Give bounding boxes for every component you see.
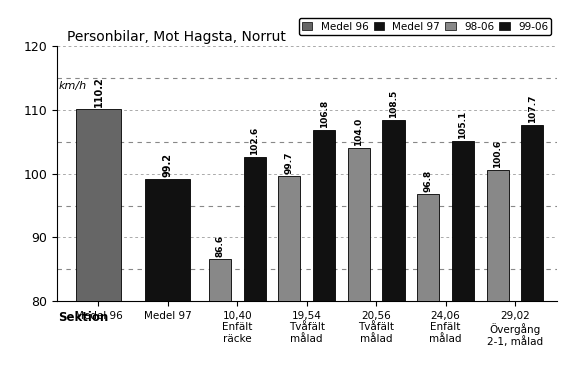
Bar xyxy=(209,259,231,301)
Bar xyxy=(452,141,474,301)
Text: Personbilar, Mot Hagsta, Norrut: Personbilar, Mot Hagsta, Norrut xyxy=(67,30,286,44)
Bar xyxy=(417,194,439,301)
Text: 99.2: 99.2 xyxy=(163,153,173,177)
Bar xyxy=(313,130,335,301)
Text: 100.6: 100.6 xyxy=(493,140,502,168)
Legend: Medel 96, Medel 97, 98-06, 99-06: Medel 96, Medel 97, 98-06, 99-06 xyxy=(299,19,552,35)
Text: 107.7: 107.7 xyxy=(528,94,537,123)
Text: 104.0: 104.0 xyxy=(354,118,364,146)
Bar xyxy=(348,148,370,301)
Bar xyxy=(278,176,300,301)
Text: 96.8: 96.8 xyxy=(424,170,433,192)
Bar xyxy=(382,120,404,301)
Text: km/h: km/h xyxy=(58,81,86,91)
Text: 105.1: 105.1 xyxy=(458,111,467,139)
Bar xyxy=(521,125,544,301)
Bar xyxy=(145,179,190,301)
Bar xyxy=(244,157,266,301)
Text: 106.8: 106.8 xyxy=(320,100,328,129)
Text: Sektion: Sektion xyxy=(58,311,108,323)
Text: 86.6: 86.6 xyxy=(215,235,224,257)
Bar xyxy=(487,170,509,301)
Text: 110.2: 110.2 xyxy=(94,76,103,107)
Text: 108.5: 108.5 xyxy=(389,90,398,118)
Text: 102.6: 102.6 xyxy=(250,127,259,155)
Bar xyxy=(76,109,121,301)
Text: 99.7: 99.7 xyxy=(285,151,294,174)
